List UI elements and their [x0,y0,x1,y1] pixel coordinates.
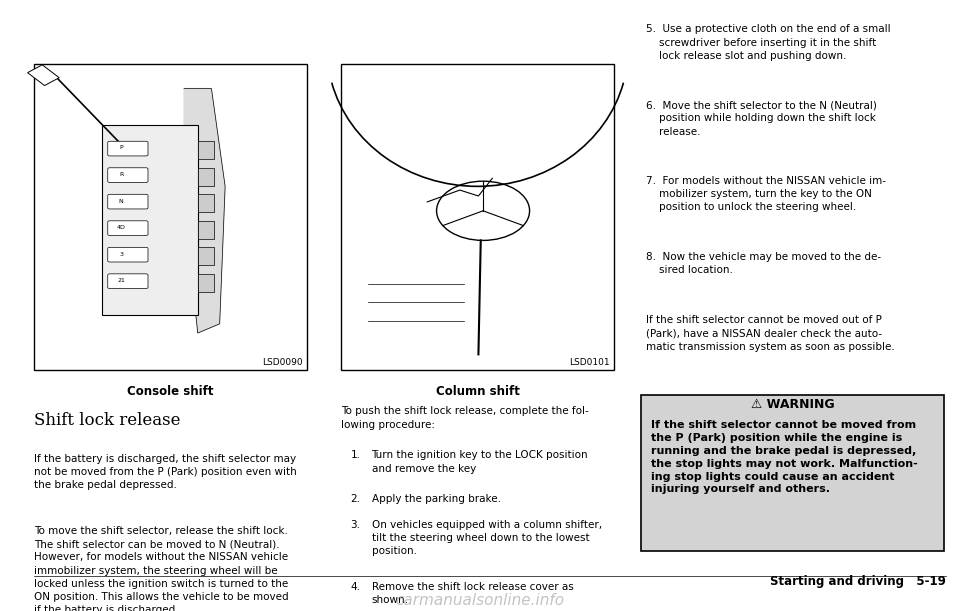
Text: 2.: 2. [350,494,360,504]
Text: R: R [119,172,123,177]
Text: Apply the parking brake.: Apply the parking brake. [372,494,500,504]
Bar [28,65,60,86]
FancyBboxPatch shape [108,221,148,235]
Text: On vehicles equipped with a column shifter,
tilt the steering wheel down to the : On vehicles equipped with a column shift… [372,520,602,557]
Text: To move the shift selector, release the shift lock.
The shift selector can be mo: To move the shift selector, release the … [34,526,288,611]
Text: 4.: 4. [350,582,360,592]
Text: If the shift selector cannot be moved out of P
(Park), have a NISSAN dealer chec: If the shift selector cannot be moved ou… [646,315,895,352]
Text: Shift lock release: Shift lock release [34,412,180,430]
Bar [198,247,214,265]
Text: 5.  Use a protective cloth on the end of a small
    screwdriver before insertin: 5. Use a protective cloth on the end of … [646,24,891,61]
Bar [34,64,307,370]
Bar [198,194,214,213]
FancyBboxPatch shape [108,141,148,156]
Text: 7.  For models without the NISSAN vehicle im-
    mobilizer system, turn the key: 7. For models without the NISSAN vehicle… [646,176,886,213]
Text: If the battery is discharged, the shift selector may
not be moved from the P (Pa: If the battery is discharged, the shift … [34,454,297,491]
Bar [641,395,944,551]
Text: Starting and driving   5-19: Starting and driving 5-19 [770,575,946,588]
Text: 3.: 3. [350,520,360,530]
Text: LSD0090: LSD0090 [262,357,302,367]
Text: LSD0101: LSD0101 [569,357,610,367]
Text: Turn the ignition key to the LOCK position
and remove the key: Turn the ignition key to the LOCK positi… [372,450,588,474]
Text: 21: 21 [117,278,125,283]
Text: 8.  Now the vehicle may be moved to the de-
    sired location.: 8. Now the vehicle may be moved to the d… [646,252,881,275]
Text: Column shift: Column shift [436,385,519,398]
Text: carmanualsonline.info: carmanualsonline.info [396,593,564,608]
Text: Remove the shift lock release cover as
shown.: Remove the shift lock release cover as s… [372,582,573,606]
Text: To push the shift lock release, complete the fol-
lowing procedure:: To push the shift lock release, complete… [341,406,588,430]
Bar [198,221,214,239]
Text: 3: 3 [119,252,123,257]
Bar [102,125,198,315]
Bar [198,141,214,159]
Polygon shape [184,89,225,333]
Text: 4D: 4D [117,225,126,230]
Text: P: P [119,145,123,150]
Text: 6.  Move the shift selector to the N (Neutral)
    position while holding down t: 6. Move the shift selector to the N (Neu… [646,100,876,137]
Bar [198,274,214,292]
Bar [341,64,614,370]
FancyBboxPatch shape [108,168,148,183]
Text: N: N [119,199,124,203]
FancyBboxPatch shape [108,247,148,262]
Text: ⚠ WARNING: ⚠ WARNING [751,398,834,411]
Text: 1.: 1. [350,450,360,460]
FancyBboxPatch shape [108,194,148,209]
Text: Console shift: Console shift [127,385,214,398]
FancyBboxPatch shape [108,274,148,288]
Bar [198,167,214,186]
Text: If the shift selector cannot be moved from
the P (Park) position while the engin: If the shift selector cannot be moved fr… [651,420,918,494]
